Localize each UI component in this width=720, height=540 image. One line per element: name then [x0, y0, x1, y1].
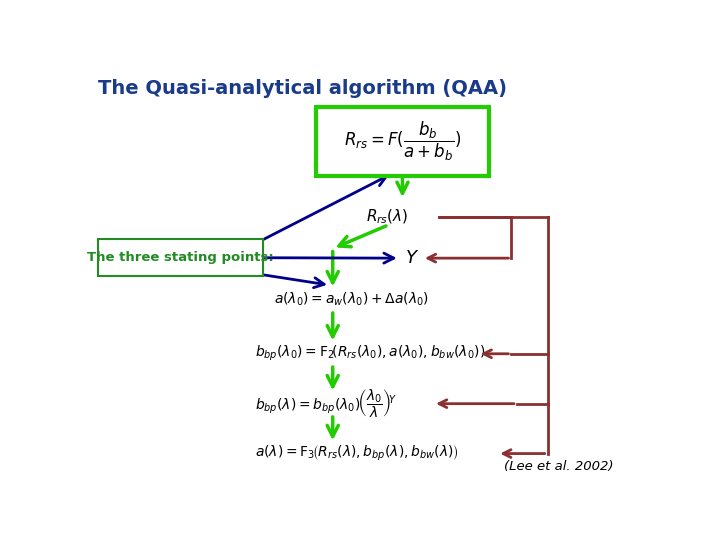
Text: (Lee et al. 2002): (Lee et al. 2002)	[504, 460, 613, 472]
FancyBboxPatch shape	[316, 107, 489, 176]
Text: $R_{rs} = F(\dfrac{b_b}{a + b_b})$: $R_{rs} = F(\dfrac{b_b}{a + b_b})$	[343, 120, 462, 163]
Text: $R_{rs}(\lambda)$: $R_{rs}(\lambda)$	[366, 207, 409, 226]
Text: $b_{bp}(\lambda_0) = \mathrm{F}_2\!\left(R_{rs}(\lambda_0),a(\lambda_0),b_{bw}(\: $b_{bp}(\lambda_0) = \mathrm{F}_2\!\left…	[255, 344, 485, 363]
Text: The three stating points:: The three stating points:	[87, 251, 274, 264]
FancyBboxPatch shape	[99, 239, 263, 276]
Text: $a(\lambda_0) = a_w(\lambda_0) + \Delta a(\lambda_0)$: $a(\lambda_0) = a_w(\lambda_0) + \Delta …	[274, 291, 429, 308]
Text: The Quasi-analytical algorithm (QAA): The Quasi-analytical algorithm (QAA)	[99, 79, 508, 98]
Text: $Y$: $Y$	[405, 249, 420, 267]
Text: $b_{bp}(\lambda) = b_{bp}(\lambda_0)\!\left(\dfrac{\lambda_0}{\lambda}\right)^{\: $b_{bp}(\lambda) = b_{bp}(\lambda_0)\!\l…	[255, 387, 396, 420]
Text: $a(\lambda) = \mathrm{F}_3\!\left(R_{rs}(\lambda),b_{bp}(\lambda),b_{bw}(\lambda: $a(\lambda) = \mathrm{F}_3\!\left(R_{rs}…	[255, 444, 459, 463]
